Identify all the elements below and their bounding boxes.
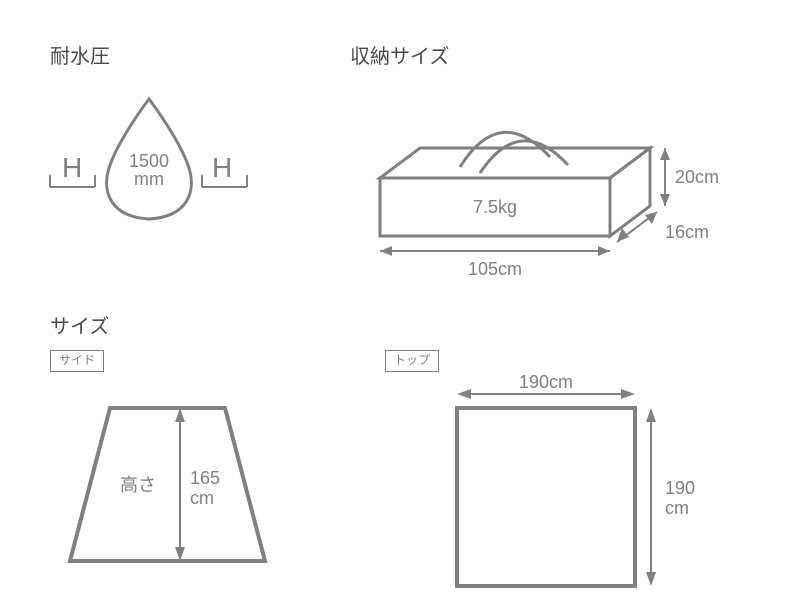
packed-size-section: 収納サイズ 7.5kg 105cm 20cm 16cm xyxy=(350,40,750,288)
side-height-label: 高さ xyxy=(120,475,156,495)
water-pressure-value: 1500 xyxy=(129,151,169,171)
water-drop-diagram: H H 1500 mm xyxy=(50,87,250,257)
packed-size-title: 収納サイズ xyxy=(350,40,750,69)
top-view-diagram: 190cm 190 cm xyxy=(385,376,745,596)
size-side-section: サイド 高さ 165 cm xyxy=(50,350,310,586)
top-height-unit: cm xyxy=(665,498,689,518)
side-height-unit: cm xyxy=(190,488,214,508)
side-height-value: 165 xyxy=(190,468,220,488)
top-width: 190cm xyxy=(519,372,573,392)
packed-box-diagram: 7.5kg 105cm 20cm 16cm xyxy=(350,73,750,283)
top-badge: トップ xyxy=(385,350,439,372)
packed-height: 20cm xyxy=(675,167,719,187)
water-pressure-unit: mm xyxy=(134,169,164,189)
packed-depth: 16cm xyxy=(665,222,709,242)
top-height-value: 190 xyxy=(665,478,695,498)
size-top-section: トップ 190cm 190 cm xyxy=(385,350,745,596)
side-badge: サイド xyxy=(50,350,104,372)
h-right-label: H xyxy=(212,152,232,183)
size-title: サイズ xyxy=(50,310,109,339)
water-pressure-section: 耐水圧 H H 1500 mm xyxy=(50,40,250,262)
packed-width: 105cm xyxy=(468,259,522,279)
side-view-diagram: 高さ 165 cm xyxy=(50,386,310,586)
h-left-label: H xyxy=(62,152,82,183)
water-pressure-title: 耐水圧 xyxy=(50,40,250,69)
packed-weight: 7.5kg xyxy=(473,197,517,217)
